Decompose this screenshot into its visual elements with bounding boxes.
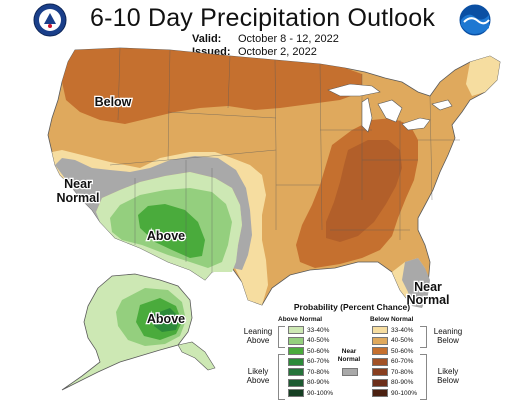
legend-below-row: 40-50% bbox=[372, 337, 413, 345]
legend-above-swatch bbox=[288, 337, 304, 345]
legend-above-swatch bbox=[288, 379, 304, 387]
legend-below-swatch bbox=[372, 358, 388, 366]
legend-below-swatch bbox=[372, 368, 388, 376]
legend-below-row: 70-80% bbox=[372, 368, 413, 376]
label-near-west-2: Normal bbox=[56, 191, 99, 205]
bracket-likely-above bbox=[278, 354, 285, 400]
legend-likely-below: Likely Below bbox=[428, 367, 468, 385]
alaska-panhandle bbox=[178, 342, 215, 370]
legend-below-swatch bbox=[372, 326, 388, 334]
legend-likely-above: Likely Above bbox=[238, 367, 278, 385]
label-near-florida-1: Near bbox=[414, 280, 442, 294]
legend-above-swatch bbox=[288, 347, 304, 355]
legend-above-row: 33-40% bbox=[288, 326, 329, 334]
legend-below-label: 40-50% bbox=[391, 337, 413, 344]
legend-below-label: 90-100% bbox=[391, 390, 417, 397]
legend-below-row: 80-90% bbox=[372, 379, 413, 387]
legend-above-swatch bbox=[288, 389, 304, 397]
legend-below-row: 33-40% bbox=[372, 326, 413, 334]
legend-above-swatch bbox=[288, 368, 304, 376]
legend-below-swatch bbox=[372, 379, 388, 387]
region-below-33-northeast bbox=[466, 56, 500, 96]
legend-above-label: 33-40% bbox=[307, 327, 329, 334]
legend-above-row: 70-80% bbox=[288, 368, 329, 376]
legend: Probability (Percent Chance) Above Norma… bbox=[238, 302, 466, 402]
legend-below-swatch bbox=[372, 347, 388, 355]
legend-below-header: Below Normal bbox=[370, 316, 413, 323]
legend-below-label: 33-40% bbox=[391, 327, 413, 334]
legend-above-row: 60-70% bbox=[288, 358, 329, 366]
legend-below-label: 60-70% bbox=[391, 358, 413, 365]
legend-below-swatch bbox=[372, 337, 388, 345]
bracket-leaning-below bbox=[420, 326, 427, 348]
legend-below-row: 60-70% bbox=[372, 358, 413, 366]
label-above-southwest: Above bbox=[147, 229, 185, 243]
label-near-west-1: Near bbox=[64, 177, 92, 191]
label-above-alaska: Above bbox=[147, 312, 185, 326]
legend-below-label: 50-60% bbox=[391, 348, 413, 355]
legend-above-label: 50-60% bbox=[307, 348, 329, 355]
legend-above-row: 50-60% bbox=[288, 347, 329, 355]
legend-above-swatch bbox=[288, 326, 304, 334]
legend-above-label: 70-80% bbox=[307, 369, 329, 376]
legend-above-row: 80-90% bbox=[288, 379, 329, 387]
legend-above-header: Above Normal bbox=[278, 316, 322, 323]
bracket-likely-below bbox=[420, 354, 427, 400]
legend-above-row: 40-50% bbox=[288, 337, 329, 345]
legend-leaning-below: Leaning Below bbox=[428, 327, 468, 345]
legend-title: Probability (Percent Chance) bbox=[238, 302, 466, 312]
legend-below-label: 80-90% bbox=[391, 379, 413, 386]
legend-above-label: 40-50% bbox=[307, 337, 329, 344]
legend-below-row: 50-60% bbox=[372, 347, 413, 355]
legend-above-swatch bbox=[288, 358, 304, 366]
legend-below-swatch bbox=[372, 389, 388, 397]
legend-above-label: 90-100% bbox=[307, 390, 333, 397]
bracket-leaning-above bbox=[278, 326, 285, 348]
legend-below-row: 90-100% bbox=[372, 389, 417, 397]
legend-above-label: 60-70% bbox=[307, 358, 329, 365]
legend-above-label: 80-90% bbox=[307, 379, 329, 386]
label-below-north: Below bbox=[95, 95, 132, 109]
legend-below-label: 70-80% bbox=[391, 369, 413, 376]
legend-near-header: Near Normal bbox=[332, 348, 366, 364]
legend-near-swatch bbox=[342, 368, 358, 376]
legend-leaning-above: Leaning Above bbox=[238, 327, 278, 345]
legend-above-row: 90-100% bbox=[288, 389, 333, 397]
